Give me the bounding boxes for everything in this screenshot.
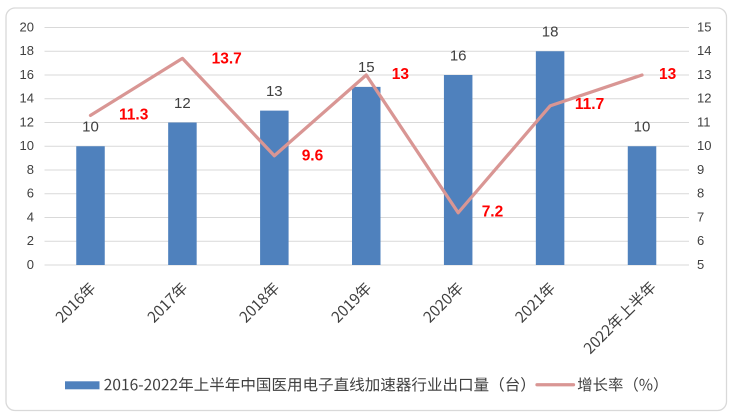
svg-text:13: 13 [697, 67, 711, 82]
svg-text:4: 4 [27, 209, 34, 224]
svg-text:7: 7 [697, 209, 704, 224]
svg-text:13.7: 13.7 [212, 51, 242, 68]
svg-text:6: 6 [697, 233, 704, 248]
svg-text:13: 13 [392, 66, 410, 83]
svg-text:14: 14 [697, 43, 711, 58]
svg-text:11: 11 [697, 114, 711, 129]
svg-text:12: 12 [174, 95, 191, 112]
svg-text:11.3: 11.3 [119, 107, 149, 124]
svg-text:7.2: 7.2 [482, 204, 504, 221]
svg-text:9: 9 [697, 162, 704, 177]
svg-text:15: 15 [358, 59, 375, 76]
svg-text:16: 16 [20, 67, 34, 82]
svg-text:18: 18 [542, 24, 559, 41]
svg-text:0: 0 [27, 257, 34, 272]
svg-text:11.7: 11.7 [575, 96, 604, 113]
svg-text:9.6: 9.6 [302, 147, 324, 164]
svg-text:8: 8 [697, 186, 704, 201]
svg-text:10: 10 [634, 119, 651, 136]
svg-text:10: 10 [697, 138, 711, 153]
svg-text:13: 13 [659, 66, 677, 83]
svg-text:18: 18 [20, 43, 34, 58]
svg-text:8: 8 [27, 162, 34, 177]
svg-text:16: 16 [450, 47, 467, 64]
svg-text:14: 14 [20, 91, 34, 106]
svg-text:15: 15 [697, 19, 711, 34]
svg-text:2: 2 [27, 233, 34, 248]
svg-text:20: 20 [20, 19, 34, 34]
svg-text:12: 12 [697, 91, 711, 106]
svg-text:13: 13 [266, 83, 283, 100]
svg-text:12: 12 [20, 114, 34, 129]
svg-text:10: 10 [82, 119, 99, 136]
svg-text:6: 6 [27, 186, 34, 201]
svg-text:5: 5 [697, 257, 704, 272]
svg-text:10: 10 [20, 138, 34, 153]
